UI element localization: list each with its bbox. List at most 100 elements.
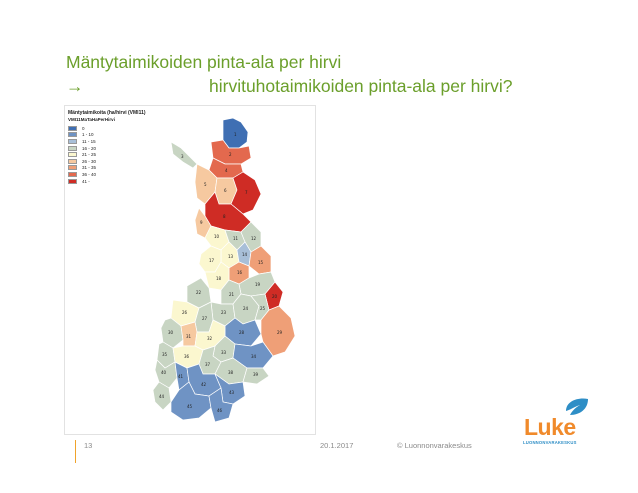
legend-label: 1 - 10 bbox=[82, 132, 94, 138]
legend-subtitle: VMI11MaTaHaPerHirvi bbox=[68, 117, 115, 122]
region-40 bbox=[154, 359, 178, 389]
title-line-2: hirvituhotaimikoiden pinta-ala per hirvi… bbox=[209, 76, 513, 96]
region-label-39: 39 bbox=[253, 372, 259, 377]
legend-label: 31 - 35 bbox=[82, 165, 97, 171]
region-label-24: 24 bbox=[243, 306, 249, 311]
luke-logo-leaf-icon bbox=[566, 398, 588, 415]
region-label-27: 27 bbox=[202, 316, 208, 321]
region-label-41: 41 bbox=[178, 374, 184, 379]
legend-item: 11 - 15 bbox=[68, 138, 188, 145]
region-label-37: 37 bbox=[205, 362, 211, 367]
legend-swatch bbox=[68, 132, 77, 138]
arrow-icon: → bbox=[66, 76, 84, 96]
footer-divider bbox=[75, 440, 76, 463]
region-44 bbox=[152, 381, 172, 411]
region-29 bbox=[260, 305, 296, 357]
legend-swatch bbox=[68, 138, 77, 144]
region-label-5: 5 bbox=[204, 182, 207, 187]
region-label-9: 9 bbox=[200, 220, 203, 225]
region-label-19: 19 bbox=[255, 282, 261, 287]
slide-title: Mäntytaimikoiden pinta-ala per hirvi → h… bbox=[66, 50, 606, 98]
region-39 bbox=[242, 367, 270, 385]
region-label-29: 29 bbox=[277, 330, 283, 335]
region-label-40: 40 bbox=[161, 370, 167, 375]
title-line-1: Mäntytaimikoiden pinta-ala per hirvi bbox=[66, 52, 342, 72]
legend-item: 31 - 35 bbox=[68, 165, 188, 172]
region-label-4: 4 bbox=[225, 168, 228, 173]
legend-item: 16 - 20 bbox=[68, 145, 188, 152]
region-label-31: 31 bbox=[186, 334, 192, 339]
legend-item: 1 - 10 bbox=[68, 132, 188, 139]
region-label-3: 3 bbox=[181, 154, 184, 159]
legend-swatch bbox=[68, 165, 77, 171]
region-label-45: 45 bbox=[187, 404, 193, 409]
legend-title: Mäntytaimikoita (ha/hirvi (VMI11) bbox=[68, 110, 146, 116]
region-label-25: 25 bbox=[260, 306, 266, 311]
region-label-8: 8 bbox=[223, 214, 226, 219]
region-label-33: 33 bbox=[221, 350, 227, 355]
region-label-28: 28 bbox=[239, 330, 245, 335]
region-18 bbox=[204, 261, 230, 291]
map-svg: 1 2 3 4 5 6 7 8 9 10 11 12 13 14 15 16 1… bbox=[152, 117, 296, 423]
region-label-18: 18 bbox=[216, 276, 222, 281]
region-label-38: 38 bbox=[228, 370, 234, 375]
map-legend: Mäntytaimikoita (ha/hirvi (VMI11) VMI11M… bbox=[68, 110, 188, 184]
region-label-1: 1 bbox=[234, 132, 237, 137]
legend-swatch bbox=[68, 178, 77, 184]
legend-item: 41 - bbox=[68, 178, 188, 185]
legend-swatch bbox=[68, 152, 77, 158]
region-label-46: 46 bbox=[217, 408, 223, 413]
region-label-26: 26 bbox=[182, 310, 188, 315]
legend-label: 16 - 20 bbox=[82, 145, 97, 151]
legend-label: 0 bbox=[82, 125, 85, 131]
luke-logo-subtitle: LUONNONVARAKESKUS bbox=[523, 440, 577, 445]
region-label-11: 11 bbox=[233, 236, 239, 241]
footer-copyright: © Luonnonvarakeskus bbox=[397, 441, 472, 450]
footer-date: 20.1.2017 bbox=[320, 441, 354, 450]
region-30 bbox=[160, 317, 184, 349]
finland-choropleth-map: 1 2 3 4 5 6 7 8 9 10 11 12 13 14 15 16 1… bbox=[64, 105, 316, 435]
region-label-22: 22 bbox=[196, 290, 202, 295]
region-label-15: 15 bbox=[258, 260, 264, 265]
region-label-43: 43 bbox=[229, 390, 235, 395]
region-number-labels: 1 2 3 4 5 6 7 8 9 10 11 12 13 14 15 16 1… bbox=[159, 132, 283, 413]
region-label-17: 17 bbox=[209, 258, 215, 263]
legend-item: 36 - 40 bbox=[68, 171, 188, 178]
page-number: 13 bbox=[84, 441, 93, 450]
region-label-36: 36 bbox=[184, 354, 190, 359]
region-label-12: 12 bbox=[251, 236, 257, 241]
region-label-30: 30 bbox=[168, 330, 174, 335]
region-46 bbox=[208, 387, 234, 423]
region-label-6: 6 bbox=[224, 188, 227, 193]
region-label-42: 42 bbox=[201, 382, 207, 387]
region-label-34: 34 bbox=[251, 354, 257, 359]
legend-label: 11 - 15 bbox=[82, 138, 96, 144]
legend-label: 26 - 30 bbox=[82, 158, 97, 164]
legend-swatch bbox=[68, 145, 77, 151]
legend-label: 21 - 25 bbox=[82, 152, 97, 158]
region-label-16: 16 bbox=[237, 270, 243, 275]
legend-label: 41 - bbox=[82, 178, 90, 184]
region-label-13: 13 bbox=[228, 254, 234, 259]
region-label-2: 2 bbox=[229, 152, 232, 157]
legend-swatch bbox=[68, 158, 77, 164]
title-line-2-container: → hirvituhotaimikoiden pinta-ala per hir… bbox=[66, 74, 606, 98]
region-label-44: 44 bbox=[159, 394, 165, 399]
region-label-14: 14 bbox=[242, 252, 248, 257]
region-label-7: 7 bbox=[245, 190, 248, 195]
legend-item: 21 - 25 bbox=[68, 151, 188, 158]
legend-label: 36 - 40 bbox=[82, 171, 97, 177]
region-label-10: 10 bbox=[214, 234, 220, 239]
region-label-21: 21 bbox=[229, 292, 235, 297]
region-3 bbox=[170, 141, 198, 169]
region-label-20: 20 bbox=[272, 294, 278, 299]
legend-item: 0 bbox=[68, 125, 188, 132]
region-label-35: 35 bbox=[162, 352, 168, 357]
region-label-23: 23 bbox=[221, 310, 227, 315]
legend-item: 26 - 30 bbox=[68, 158, 188, 165]
luke-logo-text: Luke bbox=[524, 414, 576, 440]
legend-swatch bbox=[68, 171, 77, 177]
region-label-32: 32 bbox=[207, 336, 213, 341]
legend-swatch bbox=[68, 125, 77, 131]
